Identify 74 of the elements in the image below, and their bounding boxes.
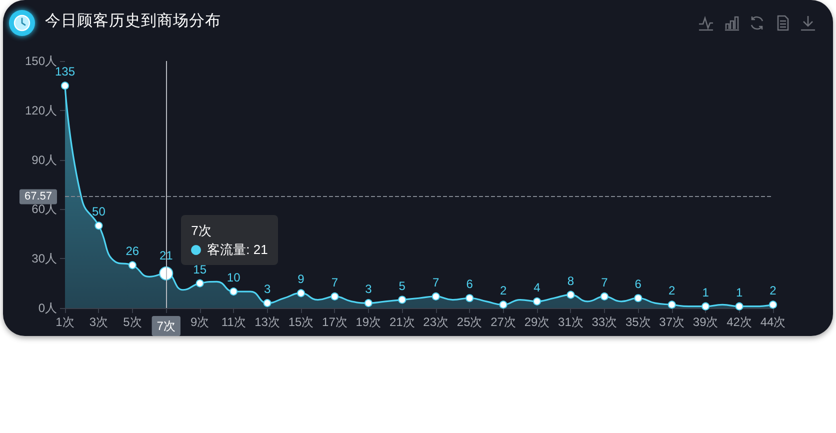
point: [128, 261, 136, 270]
y-tick-label: 120人: [24, 103, 57, 118]
point: [61, 82, 69, 90]
data-label: 9: [298, 272, 305, 286]
point: [297, 289, 305, 298]
data-label: 2: [770, 284, 777, 298]
point: [499, 300, 508, 309]
point: [466, 294, 474, 302]
point: [769, 300, 777, 309]
x-tick-label: 1次: [56, 315, 74, 329]
point: [364, 299, 372, 308]
data-label: 50: [92, 204, 106, 219]
data-label: 3: [264, 282, 271, 296]
data-label: 6: [634, 277, 642, 292]
data-label: 3: [365, 282, 372, 296]
point: [735, 302, 744, 310]
data-label: 7: [432, 275, 440, 290]
x-tick-label: 5次: [123, 315, 142, 329]
data-label: 135: [54, 64, 76, 79]
chart-title: 今日顾客历史到商场分布: [45, 12, 221, 30]
x-tick-label: 21次: [389, 315, 415, 329]
x-tick-label: 17次: [322, 315, 348, 329]
point: [634, 294, 642, 302]
x-tick-label: 37次: [659, 315, 685, 329]
point: [398, 296, 406, 304]
x-tick-label: 39次: [692, 315, 718, 329]
annotation: 7次: [191, 223, 212, 238]
data-label: 26: [126, 244, 140, 258]
point: [263, 299, 272, 308]
data-label: 10: [226, 270, 241, 285]
point: [600, 292, 608, 300]
x-tick-label: 23次: [423, 315, 449, 329]
y-tick-label: 150人: [24, 54, 57, 68]
x-tick-label: 44次: [760, 315, 786, 329]
x-tick-label: 11次: [221, 315, 246, 329]
point: [702, 302, 710, 310]
data-label: 4: [534, 280, 541, 294]
x-tick-label: 15次: [288, 315, 314, 329]
point: [432, 292, 440, 300]
data-label: 1: [702, 285, 710, 300]
data-label: 2: [668, 284, 676, 298]
x-tick-label: 42次: [726, 315, 752, 329]
x-tick-label: 33次: [592, 315, 618, 329]
data-label: 1: [736, 285, 743, 300]
x-tick-label: 19次: [356, 315, 382, 329]
data-label: 8: [567, 274, 574, 288]
annotation: 客流量: 21: [207, 242, 268, 258]
x-tick-label: 27次: [490, 315, 516, 329]
x-tick-label: 9次: [190, 315, 210, 329]
x-tick-label: 35次: [625, 315, 651, 329]
point: [330, 292, 339, 300]
data-label: 7: [331, 275, 338, 290]
point: [566, 290, 575, 299]
x-tick-label: 7次: [156, 319, 176, 333]
x-tick-label: 25次: [456, 315, 482, 329]
point: [668, 300, 676, 309]
data-label: 2: [500, 284, 507, 298]
y-tick-label: 60人: [32, 202, 57, 216]
point: [196, 279, 204, 288]
x-tick-label: 13次: [254, 315, 280, 329]
x-tick-label: 29次: [524, 315, 550, 329]
x-tick-label: 3次: [89, 315, 108, 329]
x-tick-label: 31次: [558, 315, 584, 329]
ref-line-label: 67.57: [24, 190, 52, 203]
y-tick-label: 0人: [38, 301, 57, 315]
data-label: 6: [466, 277, 474, 292]
point: [533, 297, 541, 306]
point: [230, 288, 238, 296]
data-label: 7: [601, 275, 608, 290]
y-tick-label: 30人: [32, 252, 57, 266]
data-label: 15: [193, 262, 207, 276]
data-label: 5: [398, 278, 406, 293]
point: [94, 222, 103, 230]
y-tick-label: 90人: [32, 152, 57, 167]
